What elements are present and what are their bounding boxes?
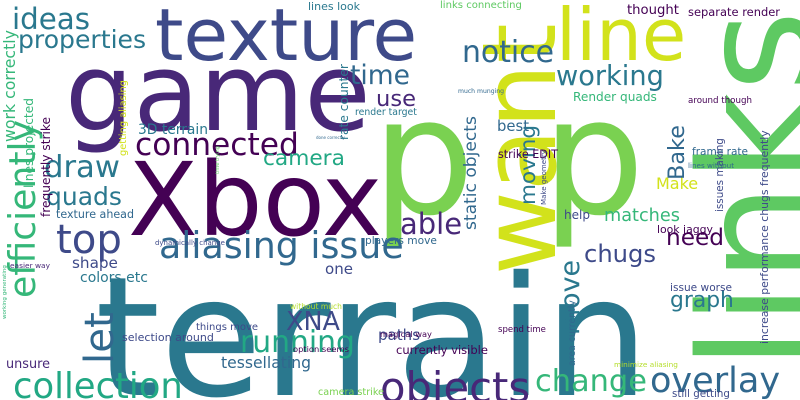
word-separate-render: separate render: [688, 5, 780, 19]
word-collection: collection: [13, 366, 183, 400]
word-still-getting: still getting: [672, 388, 730, 400]
word-shape: shape: [72, 254, 118, 272]
word-look-jaggy: look jaggy: [657, 223, 713, 236]
word-currently-visible: currently visible: [396, 343, 488, 357]
word-without-much: without much: [290, 302, 342, 311]
word-top: top: [56, 217, 122, 263]
word-terrain: terrain: [95, 242, 650, 400]
word-3d-terrain: 3D terrain: [138, 122, 208, 138]
word-game: game: [65, 31, 371, 156]
word-aliasing-issue: aliasing issue: [159, 224, 404, 267]
word-paths: paths: [378, 326, 421, 344]
word-texture-ahead: texture ahead: [56, 208, 134, 221]
word-quads: quads: [46, 182, 122, 211]
word-time: time: [350, 60, 410, 91]
word-running: running: [240, 325, 355, 360]
word-connected: connected: [135, 127, 299, 163]
word-issue-worse: issue worse: [670, 282, 733, 294]
word-easier-way: easier way: [10, 261, 50, 270]
word-frame-rate: frame rate: [692, 146, 749, 158]
word-dynamically-change: dynamically change: [155, 239, 225, 247]
word-one: one: [325, 260, 353, 278]
word-spend-time: spend time: [498, 325, 546, 335]
word-lines-without: lines without: [688, 161, 735, 170]
word-overlay: overlay: [650, 360, 781, 400]
word-magical-way: magical way: [380, 329, 432, 339]
word-colors-etc: colors etc: [80, 270, 148, 286]
word-properties: properties: [18, 25, 147, 54]
word-tessellating: tessellating: [221, 354, 311, 372]
word-thought: thought: [627, 3, 679, 18]
word-render-quads: Render quads: [573, 90, 657, 104]
word-graph: graph: [670, 288, 734, 313]
word-around-though: around though: [688, 96, 752, 106]
word-make-geometry: Make geometry: [539, 150, 548, 205]
word-change: change: [535, 364, 647, 399]
word-lines-projected: lines projected: [22, 98, 36, 188]
word-need: need: [666, 224, 724, 251]
word-bake: Bake: [664, 125, 690, 180]
word-unsure: unsure: [6, 357, 50, 372]
word-camera-strike: camera strike: [318, 387, 384, 398]
word-xna: XNA: [286, 307, 340, 337]
word-make: Make: [656, 174, 699, 193]
word-rate-counter: rate counter: [337, 64, 351, 140]
word-moving: moving: [516, 124, 541, 205]
word-work-correctly: work correctly: [0, 30, 19, 142]
word-help: help: [564, 208, 591, 222]
word-chugs: chugs: [584, 239, 657, 268]
word-draw: draw: [44, 150, 120, 185]
word-frequently-strike: frequently strike: [39, 117, 53, 217]
word-render-target: render target: [355, 107, 417, 118]
word-done-correctly: done correctly: [316, 135, 345, 140]
word-best: best: [497, 118, 530, 135]
word-xbox: Xbox: [128, 141, 383, 260]
word-notice: notice: [462, 35, 554, 70]
word-links-connecting: links connecting: [440, 0, 522, 11]
word-camera: camera: [263, 146, 345, 171]
word-increase-performance-chugs-frequently: increase performance chugs frequently: [758, 130, 771, 344]
word-working: working: [556, 61, 664, 92]
word-players-move: players move: [365, 234, 437, 247]
word-able: able: [400, 207, 463, 241]
word-option-seems: option seems: [293, 344, 349, 354]
word-minimize-aliasing: minimize aliasing: [614, 360, 678, 369]
word-objects: objects: [380, 363, 531, 400]
word-issues-making: issues making: [714, 138, 726, 212]
word-area-currently: area currently: [567, 300, 578, 366]
word-matches: matches: [604, 206, 680, 226]
word-selection-around: selection around: [122, 331, 214, 344]
word-use: use: [376, 86, 416, 112]
word-working-generating: working generating: [2, 265, 8, 319]
word-texture: texture: [155, 0, 418, 78]
word-things-move: things move: [196, 322, 259, 333]
word-p: p: [542, 64, 645, 252]
word-line: line: [556, 0, 687, 78]
word-getting-aliasing: getting aliasing: [118, 80, 129, 156]
word-p: p: [372, 64, 475, 252]
word-time-trying: time trying: [215, 146, 221, 174]
word-much-munging: much munging: [458, 88, 505, 95]
word-static-objects: static objects: [461, 116, 481, 230]
word-ideas: ideas: [12, 2, 91, 36]
word-lines-look: lines look: [308, 0, 361, 13]
word-let: let: [76, 312, 123, 364]
word-strike-edit: strike EDIT: [498, 148, 558, 161]
